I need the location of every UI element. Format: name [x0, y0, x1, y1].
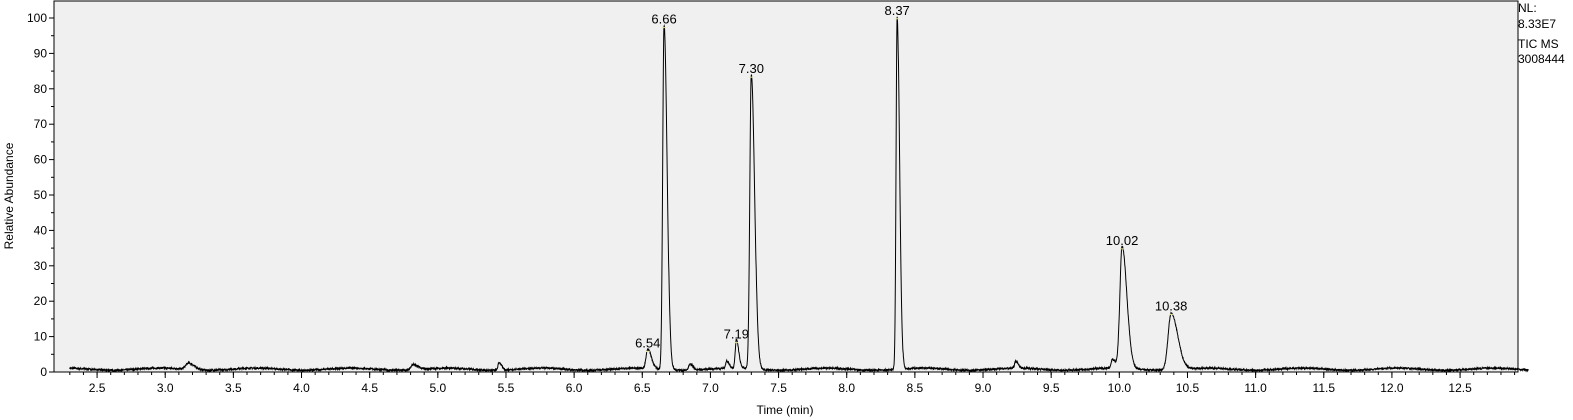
peak-label-6-54: 6.54 [635, 336, 660, 351]
x-tick-label: 5.5 [498, 381, 515, 395]
x-tick-label: 10.0 [1108, 381, 1132, 395]
x-tick-label: 9.5 [1043, 381, 1060, 395]
tic-trace-line [69, 16, 1529, 374]
x-tick-label: 8.0 [838, 381, 855, 395]
x-tick-label: 12.5 [1448, 381, 1472, 395]
plot-area [53, 0, 1519, 373]
x-tick-label: 4.5 [361, 381, 378, 395]
peak-label-10-02: 10.02 [1106, 233, 1139, 248]
y-tick-label: 80 [34, 82, 48, 96]
x-tick-label: 9.0 [975, 381, 992, 395]
nl-value: 8.33E7 [1518, 17, 1557, 31]
x-tick-label: 3.5 [225, 381, 242, 395]
x-tick-label: 10.5 [1176, 381, 1200, 395]
nl-label: NL: [1518, 1, 1537, 15]
x-tick-label: 5.0 [429, 381, 446, 395]
x-tick-label: 3.0 [157, 381, 174, 395]
y-tick-label: 50 [34, 188, 48, 202]
x-axis: 2.5 3.0 3.5 4.0 4.5 5.0 5.5 6.0 6.5 7.0 7.5 8.0 8.5 9… [69, 372, 1516, 395]
y-tick-label: 90 [34, 46, 48, 60]
y-axis: 0 10 20 30 40 50 60 70 80 90 100 [27, 11, 54, 379]
scan-filter-label: TIC MS [1518, 37, 1559, 51]
y-tick-label: 20 [34, 294, 48, 308]
peak-label-8-37: 8.37 [884, 3, 909, 18]
peak-label-7-30: 7.30 [739, 61, 764, 76]
sample-id: 3008444 [1518, 52, 1565, 66]
x-tick-label: 7.0 [702, 381, 719, 395]
x-tick-label: 4.0 [293, 381, 310, 395]
y-tick-label: 0 [40, 365, 47, 379]
x-tick-label: 12.0 [1380, 381, 1404, 395]
x-tick-label: 6.5 [634, 381, 651, 395]
x-tick-label: 2.5 [89, 381, 106, 395]
y-tick-label: 10 [34, 330, 48, 344]
peak-label-6-66: 6.66 [651, 12, 676, 27]
x-tick-label: 7.5 [770, 381, 787, 395]
y-tick-label: 40 [34, 223, 48, 237]
y-tick-label: 30 [34, 259, 48, 273]
x-tick-label: 11.0 [1244, 381, 1267, 395]
x-tick-label: 6.0 [566, 381, 583, 395]
peak-labels: 6.54 6.66 7.19 7.30 8.37 10.02 10.38 [635, 3, 1188, 353]
y-tick-label: 60 [34, 153, 48, 167]
peak-label-7-19: 7.19 [724, 327, 749, 342]
peak-label-10-38: 10.38 [1155, 298, 1188, 313]
y-tick-label: 100 [27, 11, 47, 25]
x-tick-label: 11.5 [1313, 381, 1336, 395]
y-tick-label: 70 [34, 117, 48, 131]
x-tick-label: 8.5 [907, 381, 924, 395]
y-axis-title: Relative Abundance [2, 142, 16, 250]
x-axis-title: Time (min) [756, 403, 814, 417]
